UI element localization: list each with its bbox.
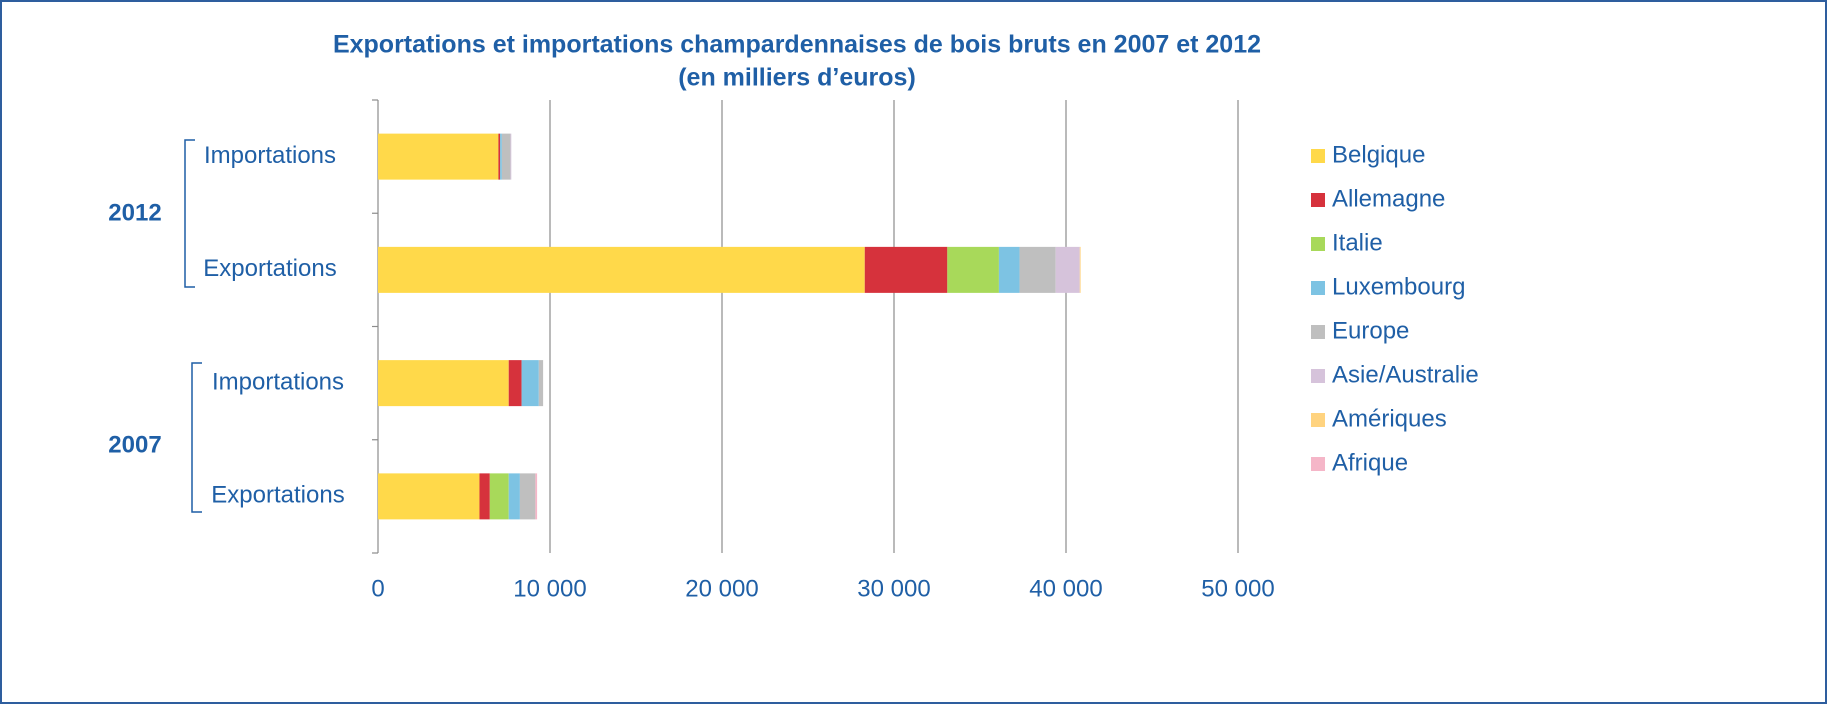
x-tick-label: 50 000 bbox=[1201, 575, 1274, 602]
bar-segment bbox=[508, 473, 520, 520]
legend-label: Afrique bbox=[1332, 449, 1408, 476]
y-tick-label: Exportations bbox=[203, 255, 336, 282]
bar-segment bbox=[489, 473, 509, 520]
bar-segment bbox=[501, 133, 511, 180]
bar-segment bbox=[521, 360, 539, 407]
legend-swatch bbox=[1311, 237, 1325, 251]
y-tick-label: Exportations bbox=[211, 482, 344, 509]
legend-swatch bbox=[1311, 325, 1325, 339]
chart-title: Exportations et importations champardenn… bbox=[333, 31, 1261, 59]
legend-label: Asie/Australie bbox=[1332, 361, 1479, 388]
group-label: 2012 bbox=[108, 199, 161, 226]
bar-segment bbox=[498, 133, 501, 180]
x-tick-label: 20 000 bbox=[685, 575, 758, 602]
legend-label: Italie bbox=[1332, 229, 1383, 256]
group-bracket bbox=[184, 139, 195, 288]
bar-segment bbox=[1079, 246, 1081, 293]
bar-segment bbox=[510, 133, 512, 180]
x-tick-label: 40 000 bbox=[1029, 575, 1102, 602]
bar-segment bbox=[378, 133, 499, 180]
bar-segment bbox=[519, 473, 536, 520]
bar-segment bbox=[864, 246, 948, 293]
legend-label: Luxembourg bbox=[1332, 273, 1465, 300]
bar-segment bbox=[1019, 246, 1056, 293]
legend-label: Amériques bbox=[1332, 405, 1447, 432]
bar-segment bbox=[998, 246, 1020, 293]
bar-segment bbox=[378, 473, 480, 520]
x-tick-label: 30 000 bbox=[857, 575, 930, 602]
bar-segment bbox=[378, 360, 509, 407]
legend-swatch bbox=[1311, 413, 1325, 427]
x-tick-label: 0 bbox=[371, 575, 384, 602]
legend-swatch bbox=[1311, 149, 1325, 163]
legend-swatch bbox=[1311, 369, 1325, 383]
bar-segment bbox=[479, 473, 490, 520]
bar-segment bbox=[508, 360, 522, 407]
group-label: 2007 bbox=[108, 431, 161, 458]
legend-label: Europe bbox=[1332, 317, 1409, 344]
chart-subtitle: (en milliers d’euros) bbox=[678, 64, 916, 92]
legend-label: Allemagne bbox=[1332, 185, 1445, 212]
legend-swatch bbox=[1311, 457, 1325, 471]
bar-segment bbox=[535, 473, 538, 520]
group-bracket bbox=[191, 362, 202, 513]
bar-segment bbox=[538, 360, 544, 407]
bar-segment bbox=[1055, 246, 1080, 293]
legend-label: Belgique bbox=[1332, 141, 1425, 168]
legend-swatch bbox=[1311, 193, 1325, 207]
y-tick-label: Importations bbox=[212, 368, 344, 395]
y-tick-label: Importations bbox=[204, 142, 336, 169]
bar-segment bbox=[500, 133, 502, 180]
x-tick-label: 10 000 bbox=[513, 575, 586, 602]
bar-segment bbox=[947, 246, 999, 293]
legend-swatch bbox=[1311, 281, 1325, 295]
bar-segment bbox=[378, 246, 865, 293]
